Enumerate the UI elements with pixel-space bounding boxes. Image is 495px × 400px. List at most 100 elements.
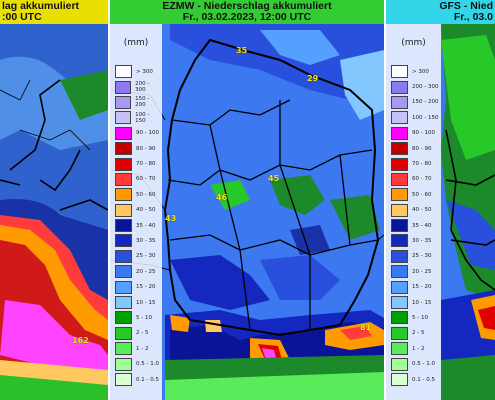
legend-rows: > 300 200 - 300 150 - 200 100 - 150 90 - 100… [115,64,160,387]
legend-row: 200 - 300 [391,79,439,94]
right-panel-header: GFS - Nied Fr., 03.0 [386,0,495,24]
legend-label: 70 - 80 [136,161,156,168]
legend-swatch [391,203,408,217]
left-panel-title: lag akkumuliert [2,0,80,12]
legend-label: 2 - 5 [136,330,149,337]
center-max-label-5: 43 [165,214,177,223]
legend-swatch [391,65,408,79]
legend-swatch [391,296,408,310]
legend-label: 70 - 80 [412,161,432,168]
legend-row: 25 - 30 [391,249,439,264]
legend-label: 80 - 90 [412,145,432,152]
legend-row: 80 - 90 [391,141,439,156]
right-panel-subtitle: Fr., 03.0 [453,11,493,23]
legend-label: 60 - 70 [412,176,432,183]
legend-swatch [115,172,132,186]
left-precip-map [0,24,108,400]
legend-swatch [115,157,132,171]
left-panel-header: lag akkumuliert :00 UTC [0,0,108,24]
legend-swatch [115,296,132,310]
legend-row: 40 - 50 [115,203,160,218]
legend-swatch [115,80,132,94]
legend-swatch [115,111,132,125]
legend-swatch [115,95,132,109]
legend-swatch [391,249,408,263]
legend-label: 35 - 40 [136,222,156,229]
legend-row: 90 - 100 [115,126,160,141]
legend-label: 5 - 10 [412,314,428,321]
center-panel-header: EZMW - Niederschlag akkumuliert Fr., 03.… [110,0,384,24]
right-legend-rows: > 300 200 - 300 150 - 200 100 - 150 90 - 100… [391,64,439,387]
legend-label: 200 - 300 [135,81,150,94]
legend-row: 15 - 20 [391,279,439,294]
right-legend-unit: (mm) [401,38,426,48]
legend-row: 150 - 200 [115,95,160,110]
legend-label: 50 - 60 [136,191,156,198]
legend-swatch [391,326,408,340]
right-legend: (mm) > 300 200 - 300 150 - 200 100 - 150 90 … [386,24,441,400]
legend-label: 60 - 70 [136,176,156,183]
legend-label: 200 - 300 [412,84,439,91]
center-panel-subtitle: Fr., 03.02.2023, 12:00 UTC [182,11,312,23]
legend-row: 30 - 35 [115,233,160,248]
legend-label: 2 - 5 [412,330,425,337]
legend-label: > 300 [412,68,429,75]
legend-swatch [391,188,408,202]
legend-label: 10 - 15 [136,299,156,306]
legend-label: 0.1 - 0.5 [412,376,435,383]
legend-label: 15 - 20 [412,284,432,291]
legend-label: 40 - 50 [136,207,156,214]
legend-swatch [115,326,132,340]
legend-label: 20 - 25 [136,268,156,275]
legend-row: 100 - 150 [115,110,160,125]
legend-swatch [115,126,132,140]
legend-row: 90 - 100 [391,126,439,141]
legend-row: 30 - 35 [391,233,439,248]
legend-swatch [391,311,408,325]
legend-label: 30 - 35 [136,237,156,244]
legend-swatch [115,342,132,356]
legend-row: 0.1 - 0.5 [391,372,439,387]
legend-row: 0.5 - 1.0 [391,356,439,371]
legend-label: > 300 [136,68,153,75]
legend-row: 40 - 50 [391,203,439,218]
center-max-label-1: 35 [236,46,248,55]
legend-swatch [391,219,408,233]
legend-label: 0.5 - 1.0 [136,361,159,368]
legend-swatch [115,357,132,371]
legend-row: > 300 [391,64,439,79]
center-max-label-3: 45 [268,174,280,183]
legend-row: 10 - 15 [115,295,160,310]
legend-row: 35 - 40 [391,218,439,233]
legend-swatch [115,234,132,248]
legend-row: 70 - 80 [115,156,160,171]
legend-swatch [391,357,408,371]
legend-row: 80 - 90 [115,141,160,156]
legend-row: 5 - 10 [115,310,160,325]
legend-swatch [391,111,408,125]
legend-swatch [115,203,132,217]
legend-row: 50 - 60 [115,187,160,202]
legend-swatch [115,280,132,294]
legend-swatch [391,234,408,248]
left-max-label: 162 [72,336,89,345]
center-max-label-2: 29 [307,74,319,83]
legend-row: 100 - 150 [391,110,439,125]
right-forecast-panel: GFS - Nied Fr., 03.0 (mm) > 300 200 - 300… [386,0,495,400]
legend-row: 1 - 2 [115,341,160,356]
legend-label: 20 - 25 [412,268,432,275]
legend-row: 5 - 10 [391,310,439,325]
legend-row: 50 - 60 [391,187,439,202]
center-precip-map [110,24,384,400]
legend-label: 40 - 50 [412,207,432,214]
legend-label: 25 - 30 [412,253,432,260]
legend-swatch [115,311,132,325]
legend-swatch [115,249,132,263]
legend-row: 10 - 15 [391,295,439,310]
legend-label: 100 - 150 [412,114,439,121]
legend-swatch [115,219,132,233]
legend-swatch [391,172,408,186]
legend-label: 90 - 100 [136,130,159,137]
legend-swatch [391,95,408,109]
center-panel-title: EZMW - Niederschlag akkumuliert [162,0,332,12]
